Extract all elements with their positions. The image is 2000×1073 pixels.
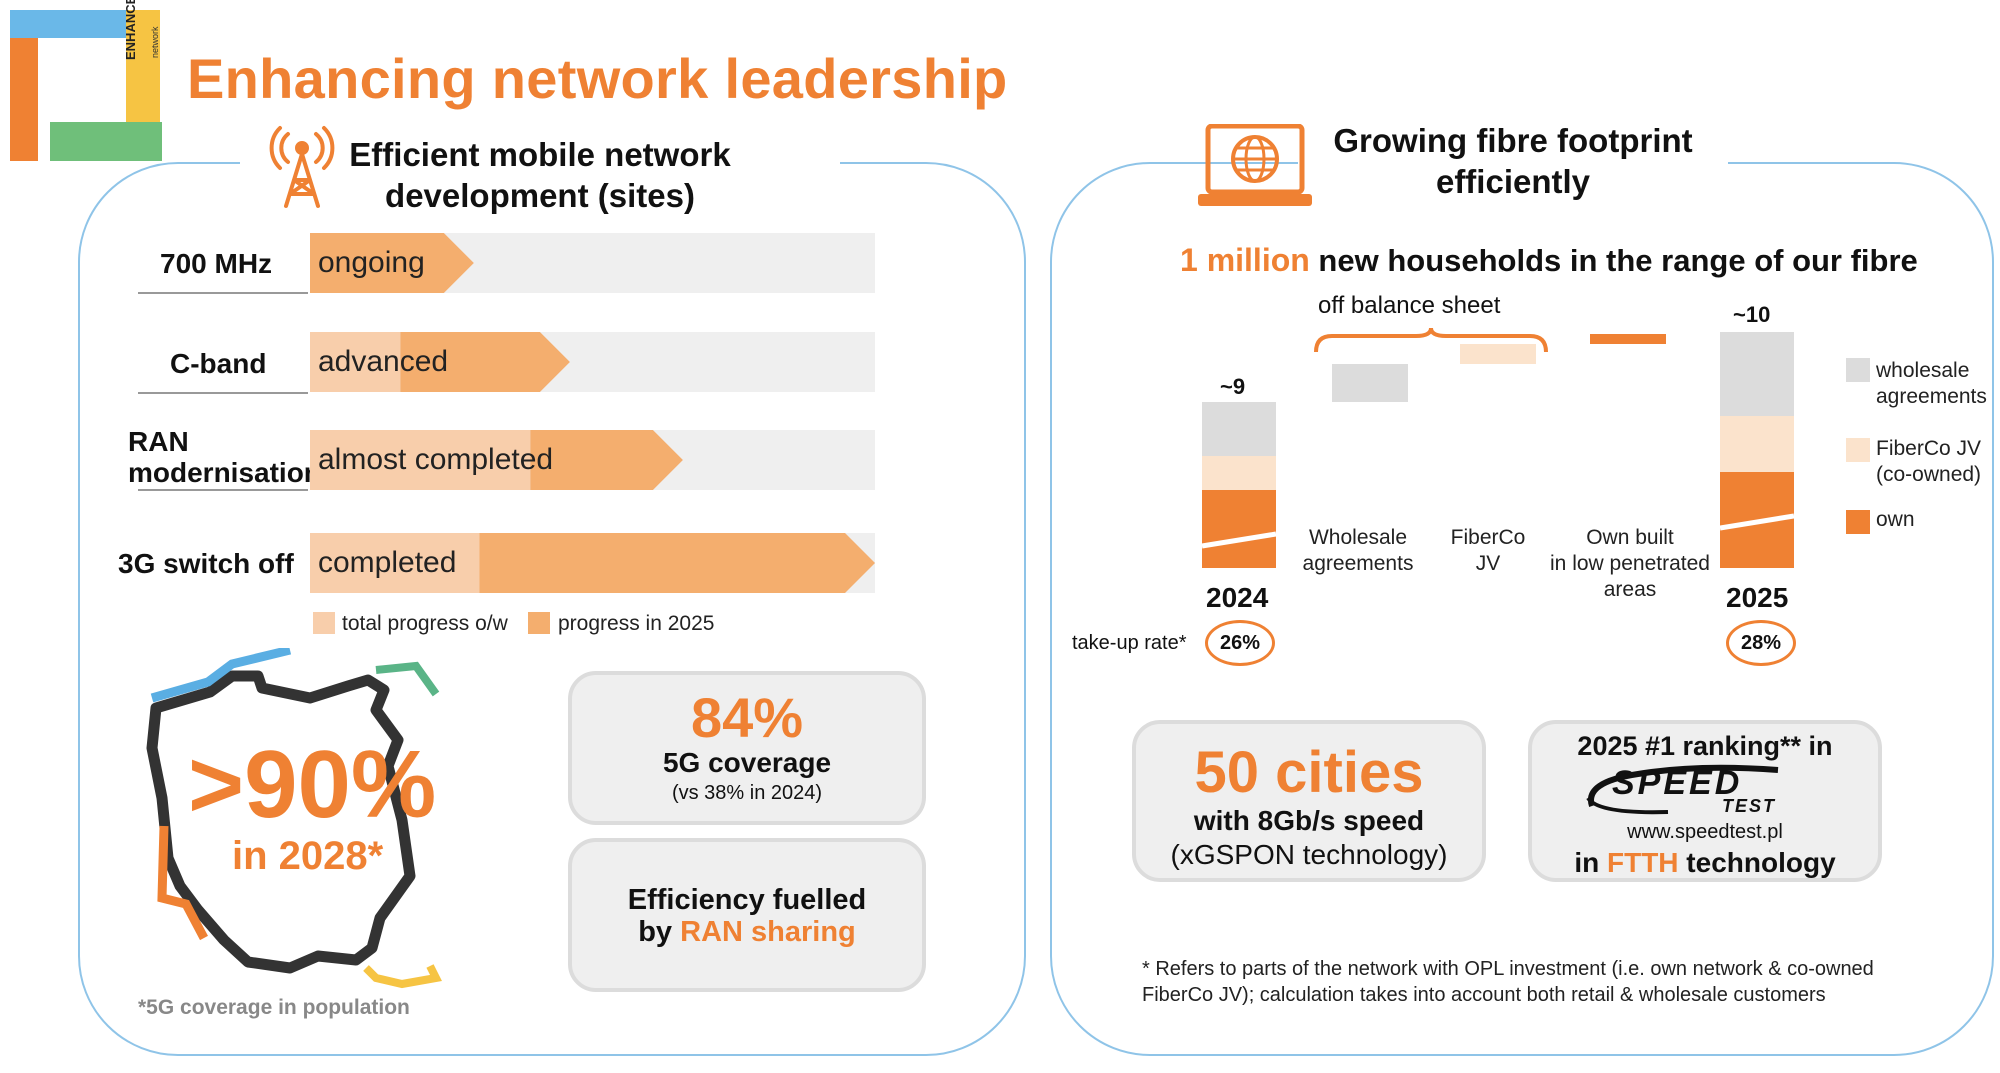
logo-green-bar [50,122,162,161]
bar-label-3g: 3G switch off [118,548,294,579]
fibre-headline: 1 million new households in the range of… [1180,242,1918,278]
ran-sharing-line2: by RAN sharing [638,916,856,948]
speedtest-logo-main: SPEED [1612,764,1743,802]
speedtest-line1: 2025 #1 ranking** in [1577,731,1833,761]
bar-2025-own [1720,472,1794,568]
step-wholesale [1332,364,1408,402]
cities-line2: (xGSPON technology) [1170,839,1448,870]
legend-fiberco: FiberCo JV (co-owned) [1876,437,1982,486]
label-underline [138,292,308,294]
step-label-own: Own built in low penetrated areas [1550,526,1710,601]
cities-box: 50 cities with 8Gb/s speed (xGSPON techn… [1132,720,1486,882]
ran-sharing-line1: Efficiency fuelled [627,884,867,916]
speedtest-swoosh-icon [1586,764,1779,815]
step-label-wholesale: Wholesale agreements [1302,526,1414,575]
page-title: Enhancing network leadership [187,47,1008,110]
speedtest-url: www.speedtest.pl [1627,821,1783,843]
step-own [1590,334,1666,344]
take-up-2024: 26% [1205,620,1275,666]
logo-text: ENHANCE [123,0,138,60]
legend-own: own [1876,508,1915,531]
bar-2024-fiberco [1202,456,1276,490]
cities-value: 50 cities [1194,740,1424,805]
logo-orange-bar [10,38,38,161]
year-2024: 2024 [1206,582,1269,613]
fibre-footnote: * Refers to parts of the network with OP… [1142,958,1874,1006]
bar-2024-break [1201,531,1277,549]
legend-wholesale: wholesale agreements [1876,359,1987,408]
legend-swatch-2025 [528,612,550,634]
speedtest-logo: SPEED TEST [1532,762,1878,820]
total-2025-label: ~10 [1733,302,1771,327]
bar-2025-wholesale [1720,332,1794,416]
poland-map-icon [146,648,442,989]
speedtest-logo-sub: TEST [1722,796,1777,816]
bar-2024-own [1202,490,1276,568]
off-balance-label: off balance sheet [1318,292,1501,319]
step-fiberco [1460,344,1536,364]
step-label-fiberco: FiberCo JV [1450,526,1526,575]
logo-blue-bar [10,10,126,38]
bar-2024-wholesale [1202,402,1276,456]
logo-subtext: network [150,26,160,58]
off-balance-brace-icon [1314,327,1548,353]
bar-fill-cband [310,332,570,392]
year-2025: 2025 [1726,582,1789,613]
legend-swatch-total [313,612,335,634]
cities-line1: with 8Gb/s speed [1193,805,1425,836]
take-up-label: take-up rate* [1072,632,1187,654]
legend-total-label: total progress o/w [342,612,508,635]
bar-label-cband: C-band [170,348,267,379]
5g-coverage-box: 84% 5G coverage (vs 38% in 2024) [568,671,926,825]
fibre-panel [1050,162,1994,1056]
bar-status-cband: advanced [318,345,449,378]
legend-swatch-own [1846,510,1870,534]
5g-coverage-value: 84% [690,686,804,749]
bar-status-ran: almost completed [318,443,554,476]
label-underline [138,489,308,491]
ran-sharing-box: Efficiency fuelled by RAN sharing [568,838,926,992]
bar-fill-3g [310,533,875,593]
take-up-2025: 28% [1726,620,1796,666]
laptop-globe-icon [1198,124,1312,206]
coverage-year: in 2028* [232,834,384,878]
bar-fill-ran [310,430,683,490]
bar-status-3g: completed [318,546,457,579]
legend-2025-label: progress in 2025 [558,612,715,635]
coverage-big-value: >90% [188,731,437,838]
bar-status-700mhz: ongoing [318,246,425,279]
label-underline [138,392,308,394]
bar-label-ran: RAN modernisation [128,426,321,488]
mobile-section-title: Efficient mobile network development (si… [240,134,840,216]
bar-fill-700mhz [310,233,474,293]
coverage-footnote: *5G coverage in population [138,996,410,1019]
total-2024-label: ~9 [1220,374,1246,399]
antenna-icon [269,126,335,208]
fibre-section-title: Growing fibre footprint efficiently [1298,120,1728,202]
bar-label-700mhz: 700 MHz [160,248,273,279]
bar-2025-fiberco [1720,416,1794,472]
logo-yellow-bar [126,10,160,122]
legend-swatch-wholesale [1846,358,1870,382]
speedtest-line3: in FTTH technology [1574,847,1836,878]
5g-coverage-sub: (vs 38% in 2024) [671,782,823,804]
legend-swatch-fiberco [1846,438,1870,462]
speedtest-box: 2025 #1 ranking** in SPEED TEST www.spee… [1528,720,1882,882]
5g-coverage-label: 5G coverage [662,747,832,778]
